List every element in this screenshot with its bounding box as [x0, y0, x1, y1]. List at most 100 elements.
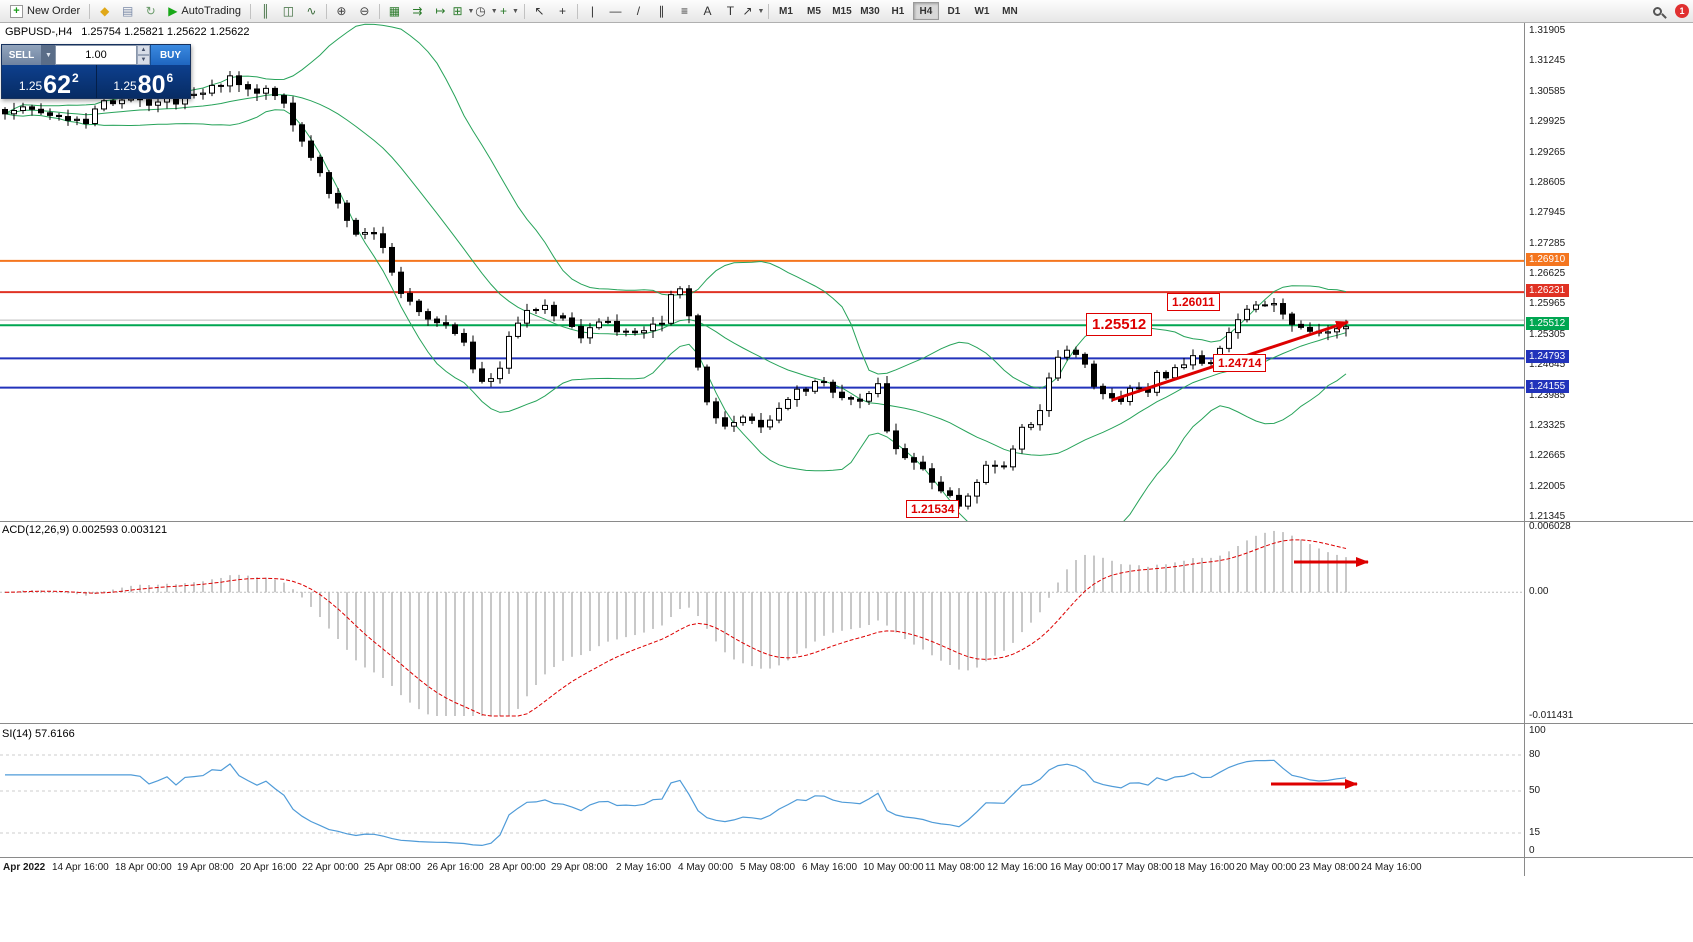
- timeframe-button-m15[interactable]: M15: [829, 2, 855, 20]
- sell-price-small: 1.25: [18, 79, 43, 93]
- profiles-icon: ◷: [475, 4, 486, 18]
- print-button[interactable]: ▤: [116, 2, 139, 21]
- toolbar-separator: [767, 3, 769, 19]
- rsi-pane[interactable]: [0, 754, 1524, 847]
- vertical-line-icon: |: [590, 4, 595, 18]
- order-type-dropdown[interactable]: ▼: [42, 45, 55, 65]
- fibonacci-button[interactable]: ≡: [673, 2, 696, 21]
- arrows-button[interactable]: ↗ ▼: [742, 2, 765, 21]
- timeframe-button-h4[interactable]: H4: [912, 2, 939, 20]
- price-axis[interactable]: 1.31905 1.31245 1.30585 1.29925 1.29265 1.286…: [1525, 0, 1693, 942]
- metaeditor-icon: ◆: [100, 4, 110, 18]
- equidistant-channel-button[interactable]: ∥: [650, 2, 673, 21]
- volume-input[interactable]: [55, 45, 137, 65]
- line-chart-button[interactable]: ∿: [300, 2, 323, 21]
- main-price-pane[interactable]: [0, 23, 1524, 543]
- text-icon: A: [703, 4, 712, 18]
- fibonacci-icon: ≡: [680, 4, 688, 18]
- new-chart-button[interactable]: ⊞ ▼: [452, 2, 475, 21]
- volume-stepper: ▲ ▼: [137, 45, 150, 65]
- date-axis-label: 12 May 16:00: [987, 862, 1048, 873]
- trendline-icon: /: [636, 4, 641, 18]
- date-axis-label: Apr 2022: [3, 862, 46, 873]
- buy-price[interactable]: 1.25 80 6: [97, 65, 191, 98]
- new-order-label: New Order: [27, 5, 81, 17]
- price-axis-label: 1.25305: [1529, 328, 1566, 340]
- refresh-button[interactable]: ↻: [139, 2, 162, 21]
- date-axis-label: 10 May 00:00: [863, 862, 924, 873]
- arrows-caret: ▼: [757, 7, 765, 15]
- zoom-out-button[interactable]: ⊖: [353, 2, 376, 21]
- buy-price-sup: 6: [166, 71, 174, 85]
- price-axis-label: 1.27945: [1529, 207, 1566, 219]
- auto-scroll-icon: ⇉: [412, 4, 423, 18]
- print-icon: ▤: [122, 4, 134, 18]
- price-axis-label: 1.24645: [1529, 359, 1566, 371]
- date-axis-label: 18 May 16:00: [1174, 862, 1235, 873]
- bar-chart-button[interactable]: ║: [254, 2, 277, 21]
- timeframe-button-m30[interactable]: M30: [857, 2, 883, 20]
- price-annotation[interactable]: 1.24714: [1213, 354, 1267, 372]
- rsi-axis-label: 80: [1529, 749, 1541, 760]
- price-annotation[interactable]: 1.26011: [1167, 293, 1220, 311]
- indicators-button[interactable]: + ▼: [498, 2, 521, 21]
- autotrading-label: AutoTrading: [181, 5, 241, 17]
- date-axis-label: 14 Apr 16:00: [52, 862, 109, 873]
- search-button[interactable]: [1646, 2, 1669, 21]
- price-axis-label: 1.22005: [1529, 480, 1566, 492]
- toolbar-separator: [576, 3, 578, 19]
- profiles-button[interactable]: ◷ ▼: [475, 2, 498, 21]
- cursor-icon: ↖: [534, 4, 545, 18]
- zoom-out-icon: ⊖: [359, 4, 370, 18]
- text-label-button[interactable]: T: [719, 2, 742, 21]
- timeframe-button-mn[interactable]: MN: [997, 2, 1023, 20]
- bar-chart-icon: ║: [261, 4, 270, 18]
- sell-price[interactable]: 1.25 62 2: [2, 65, 96, 98]
- new-order-button[interactable]: + New Order: [4, 2, 86, 21]
- volume-up-button[interactable]: ▲: [137, 45, 150, 55]
- price-axis-label: 1.21345: [1529, 511, 1566, 522]
- arrows-icon: ↗: [742, 4, 753, 18]
- timeframe-button-w1[interactable]: W1: [969, 2, 995, 20]
- notification-badge[interactable]: 1: [1675, 4, 1689, 18]
- date-axis-label: 5 May 08:00: [740, 862, 796, 873]
- volume-down-button[interactable]: ▼: [137, 55, 150, 65]
- vertical-line-button[interactable]: |: [581, 2, 604, 21]
- timeframe-button-h1[interactable]: H1: [885, 2, 911, 20]
- date-axis[interactable]: Apr 2022 14 Apr 16:00 18 Apr 00:00 19 Apr 0…: [0, 857, 1693, 875]
- timeframe-button-m1[interactable]: M1: [773, 2, 799, 20]
- price-annotation[interactable]: 1.21534: [906, 500, 960, 518]
- chart-shift-icon: ↦: [435, 4, 446, 18]
- macd-indicator-label: ACD(12,26,9) 0.002593 0.003121: [2, 524, 168, 536]
- buy-button[interactable]: BUY: [150, 45, 190, 65]
- rsi-axis-label: 100: [1529, 725, 1546, 736]
- rsi-axis-label: 0: [1529, 845, 1535, 856]
- macd-pane[interactable]: [0, 530, 1524, 717]
- chart-shift-button[interactable]: ↦: [429, 2, 452, 21]
- timeframe-button-d1[interactable]: D1: [941, 2, 967, 20]
- horizontal-line-button[interactable]: —: [604, 2, 627, 21]
- profiles-caret: ▼: [490, 7, 498, 15]
- candlestick-chart-icon: ◫: [282, 4, 295, 18]
- metaeditor-button[interactable]: ◆: [93, 2, 116, 21]
- text-label-icon: T: [726, 4, 735, 18]
- sell-button[interactable]: SELL: [2, 45, 42, 65]
- price-marker: 1.26231: [1526, 284, 1570, 298]
- rsi-indicator-label: SI(14) 57.6166: [2, 728, 75, 740]
- trendline-button[interactable]: /: [627, 2, 650, 21]
- auto-scroll-button[interactable]: ⇉: [406, 2, 429, 21]
- autotrading-button[interactable]: ▶ AutoTrading: [162, 2, 247, 21]
- candlestick-chart-button[interactable]: ◫: [277, 2, 300, 21]
- tile-windows-button[interactable]: ▦: [383, 2, 406, 21]
- indicators-caret: ▼: [511, 7, 519, 15]
- crosshair-button[interactable]: +: [551, 2, 574, 21]
- date-axis-label: 28 Apr 00:00: [489, 862, 546, 873]
- zoom-in-button[interactable]: ⊕: [330, 2, 353, 21]
- text-button[interactable]: A: [696, 2, 719, 21]
- price-annotation[interactable]: 1.25512: [1086, 313, 1153, 336]
- cursor-button[interactable]: ↖: [528, 2, 551, 21]
- price-axis-label: 1.30585: [1529, 85, 1566, 97]
- timeframe-button-m5[interactable]: M5: [801, 2, 827, 20]
- sell-price-sup: 2: [71, 71, 79, 85]
